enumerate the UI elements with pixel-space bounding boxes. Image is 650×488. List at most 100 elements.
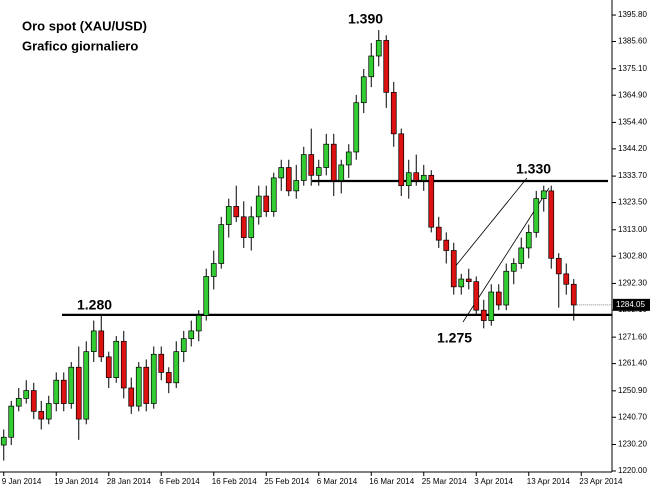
candle-body (180, 338, 187, 353)
y-tick-label: 1344.20 (618, 144, 647, 153)
candle-body (420, 174, 427, 181)
candle-body (173, 351, 180, 384)
candle-body (210, 263, 217, 277)
candle-body (53, 379, 60, 404)
candle-body (518, 247, 525, 264)
annotation: 1.275 (437, 330, 472, 346)
candle-body (540, 190, 547, 200)
candle-body (113, 340, 120, 378)
candle-body (218, 224, 225, 264)
candle-body (293, 180, 300, 192)
x-tick-label: 9 Jan 2014 (2, 477, 42, 486)
candle-body (383, 40, 390, 93)
candle-body (488, 291, 495, 321)
candle-body (323, 143, 330, 168)
candle-body (548, 190, 555, 259)
candle-body (225, 206, 232, 225)
x-tick-label: 16 Mar 2014 (369, 477, 414, 486)
candle-body (525, 232, 532, 249)
candle-body (405, 172, 412, 187)
candle-body (165, 372, 172, 384)
y-tick-label: 1292.30 (618, 279, 647, 288)
candle-body (135, 366, 142, 407)
candle-body (503, 270, 510, 306)
y-tick-label: 1250.90 (618, 386, 647, 395)
y-tick-label: 1333.70 (618, 171, 647, 180)
x-tick-label: 6 Feb 2014 (159, 477, 200, 486)
candle-body (120, 340, 127, 389)
y-tick-label: 1261.40 (618, 359, 647, 368)
candle-body (248, 216, 255, 238)
candle-body (308, 154, 315, 176)
candle-body (23, 390, 30, 399)
candle-body (570, 283, 577, 306)
last-price-label: 1284.05 (616, 300, 645, 309)
candle-body (360, 76, 367, 104)
candle-body (233, 206, 240, 218)
candle-body (465, 278, 472, 282)
y-tick-label: 1395.80 (618, 10, 647, 19)
candle-body (75, 366, 82, 420)
candle-body (105, 356, 112, 378)
candle-body (285, 167, 292, 192)
candle-body (150, 353, 157, 404)
candle-body (30, 390, 37, 412)
candle-body (435, 226, 442, 241)
x-tick-label: 13 Apr 2014 (527, 477, 571, 486)
candle-body (398, 133, 405, 187)
candle-body (495, 291, 502, 306)
candle-body (450, 250, 457, 288)
candle-body (315, 167, 322, 176)
candle-body (188, 330, 195, 340)
y-tick-label: 1375.10 (618, 64, 647, 73)
x-tick-label: 28 Jan 2014 (107, 477, 152, 486)
candle-body (128, 387, 135, 407)
candle-body (15, 397, 22, 407)
candle-body (158, 353, 165, 373)
x-tick-label: 16 Feb 2014 (212, 477, 257, 486)
candle-body (533, 198, 540, 233)
candle-body (300, 154, 307, 181)
candle-body (68, 366, 75, 404)
candle-body (278, 167, 285, 179)
last-price-box (613, 298, 650, 311)
candle-body (60, 379, 67, 404)
candle-body (510, 263, 517, 272)
y-tick-label: 1271.60 (618, 332, 647, 341)
candle-body (330, 143, 337, 181)
candle-body (240, 216, 247, 238)
candle-body (0, 436, 7, 446)
candle-body (563, 273, 570, 285)
chart-subtitle: Grafico giornaliero (22, 38, 138, 53)
annotation: 1.280 (77, 297, 112, 313)
candle-body (443, 239, 450, 251)
y-tick-label: 1323.50 (618, 198, 647, 207)
candle-body (473, 281, 480, 311)
candle-body (8, 405, 15, 438)
y-tick-label: 1313.00 (618, 225, 647, 234)
candle-body (255, 195, 262, 218)
candle-body (90, 330, 97, 353)
candle-body (368, 55, 375, 78)
candle-body (390, 91, 397, 135)
y-tick-label: 1230.20 (618, 440, 647, 449)
x-tick-label: 25 Feb 2014 (264, 477, 309, 486)
candle-body (413, 172, 420, 181)
candle-body (375, 40, 382, 57)
annotation: 1.330 (516, 161, 551, 177)
candle-body (428, 174, 435, 228)
y-tick-label: 1240.70 (618, 412, 647, 421)
x-tick-label: 23 Apr 2014 (579, 477, 623, 486)
candle-body (338, 164, 345, 181)
y-tick-label: 1354.40 (618, 118, 647, 127)
x-tick-label: 19 Jan 2014 (54, 477, 99, 486)
x-tick-label: 25 Mar 2014 (422, 477, 467, 486)
y-tick-label: 1220.00 (618, 466, 647, 475)
y-tick-label: 1302.80 (618, 251, 647, 260)
candle-body (45, 403, 52, 420)
candle-body (458, 278, 465, 288)
candle-body (353, 102, 360, 153)
candle-body (38, 410, 45, 420)
candle-body (263, 195, 270, 212)
